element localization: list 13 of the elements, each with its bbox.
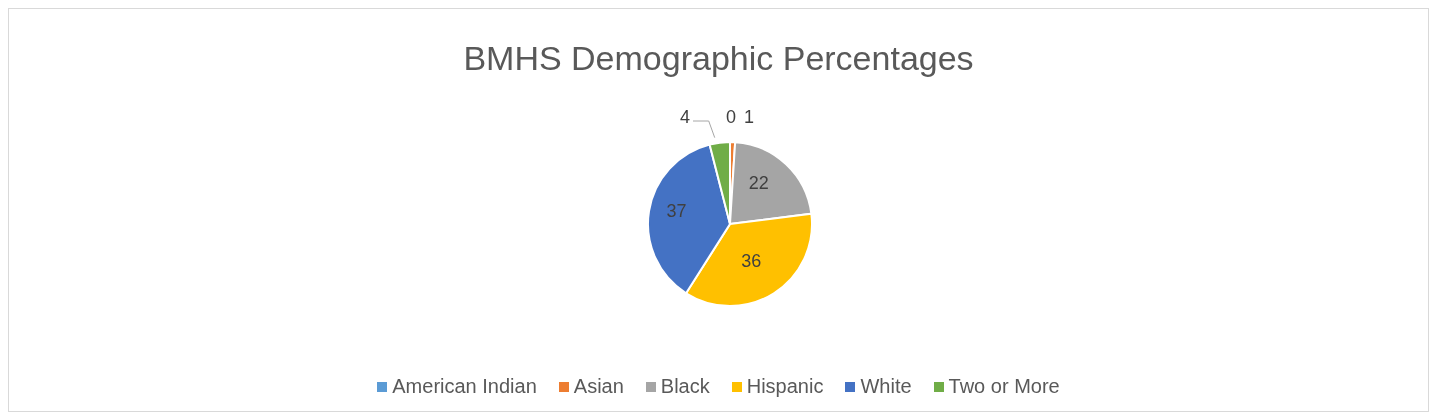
legend-label: Black (659, 375, 710, 398)
data-label: 1 (743, 107, 755, 127)
data-label: 37 (666, 201, 687, 222)
legend-label: Hispanic (745, 375, 824, 398)
legend-label: Two or More (947, 375, 1060, 398)
text: 0 (725, 107, 737, 127)
data-label: 4 (679, 107, 691, 127)
data-label: 22 (748, 173, 769, 194)
legend-label: American Indian (391, 375, 537, 398)
legend-label: White (859, 375, 912, 398)
data-label: 36 (741, 250, 762, 271)
legend-label: Asian (572, 375, 624, 398)
chart-title: BMHS Demographic Percentages (462, 39, 975, 78)
